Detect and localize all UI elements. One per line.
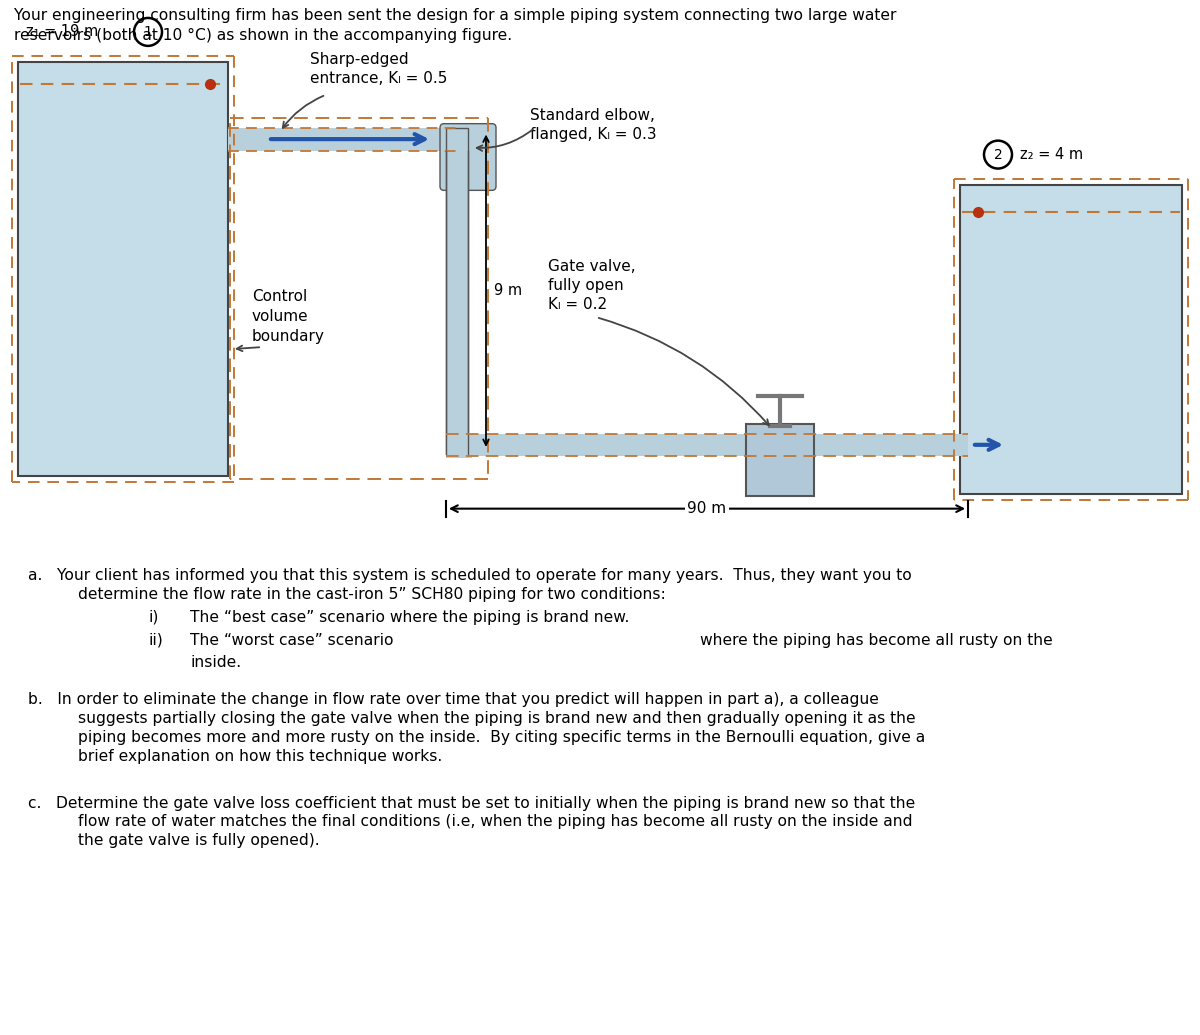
Text: 9 m: 9 m	[494, 284, 522, 298]
Text: Sharp-edged: Sharp-edged	[310, 52, 409, 67]
Text: Standard elbow,: Standard elbow,	[530, 108, 655, 123]
Bar	[228, 127, 462, 151]
Text: z₁ = 19 m: z₁ = 19 m	[26, 24, 98, 39]
Text: Kₗ = 0.2: Kₗ = 0.2	[548, 297, 607, 313]
Text: i): i)	[148, 610, 158, 625]
Text: flow rate of water matches the final conditions (i.e, when the piping has become: flow rate of water matches the final con…	[78, 815, 912, 829]
Text: 90 m: 90 m	[688, 501, 726, 516]
Text: z₂ = 4 m: z₂ = 4 m	[1020, 147, 1084, 161]
Text: 2: 2	[994, 148, 1002, 161]
Text: The “worst case” scenario: The “worst case” scenario	[190, 632, 394, 648]
Text: entrance, Kₗ = 0.5: entrance, Kₗ = 0.5	[310, 70, 448, 86]
Bar	[446, 434, 968, 455]
Text: where the piping has become all rusty on the: where the piping has become all rusty on…	[700, 632, 1052, 648]
Bar	[446, 127, 468, 453]
Text: determine the flow rate in the cast-iron 5” SCH80 piping for two conditions:: determine the flow rate in the cast-iron…	[78, 587, 666, 602]
Text: b.   In order to eliminate the change in flow rate over time that you predict wi: b. In order to eliminate the change in f…	[28, 692, 878, 707]
Text: Gate valve,: Gate valve,	[548, 260, 636, 274]
Text: The “best case” scenario where the piping is brand new.: The “best case” scenario where the pipin…	[190, 610, 629, 625]
Text: boundary: boundary	[252, 329, 325, 344]
Text: Control: Control	[252, 289, 307, 304]
Text: a.   Your client has informed you that this system is scheduled to operate for m: a. Your client has informed you that thi…	[28, 568, 912, 583]
Text: c.   Determine the gate valve loss coefficient that must be set to initially whe: c. Determine the gate valve loss coeffic…	[28, 796, 916, 810]
Text: 1: 1	[144, 25, 152, 39]
Text: suggests partially closing the gate valve when the piping is brand new and then : suggests partially closing the gate valv…	[78, 711, 916, 727]
Text: inside.: inside.	[190, 655, 241, 671]
Bar	[446, 434, 472, 457]
Bar	[18, 62, 228, 476]
Text: fully open: fully open	[548, 278, 624, 293]
Text: flanged, Kₗ = 0.3: flanged, Kₗ = 0.3	[530, 126, 656, 142]
Bar	[960, 184, 1182, 494]
Text: ii): ii)	[148, 632, 163, 648]
Bar	[746, 424, 814, 496]
Text: brief explanation on how this technique works.: brief explanation on how this technique …	[78, 749, 443, 764]
Text: reservoirs (both at 10 °C) as shown in the accompanying figure.: reservoirs (both at 10 °C) as shown in t…	[14, 28, 512, 42]
Text: piping becomes more and more rusty on the inside.  By citing specific terms in t: piping becomes more and more rusty on th…	[78, 730, 925, 745]
Text: the gate valve is fully opened).: the gate valve is fully opened).	[78, 833, 319, 849]
FancyBboxPatch shape	[440, 123, 496, 190]
Text: volume: volume	[252, 309, 308, 324]
Text: Your engineering consulting firm has been sent the design for a simple piping sy: Your engineering consulting firm has bee…	[14, 8, 896, 23]
